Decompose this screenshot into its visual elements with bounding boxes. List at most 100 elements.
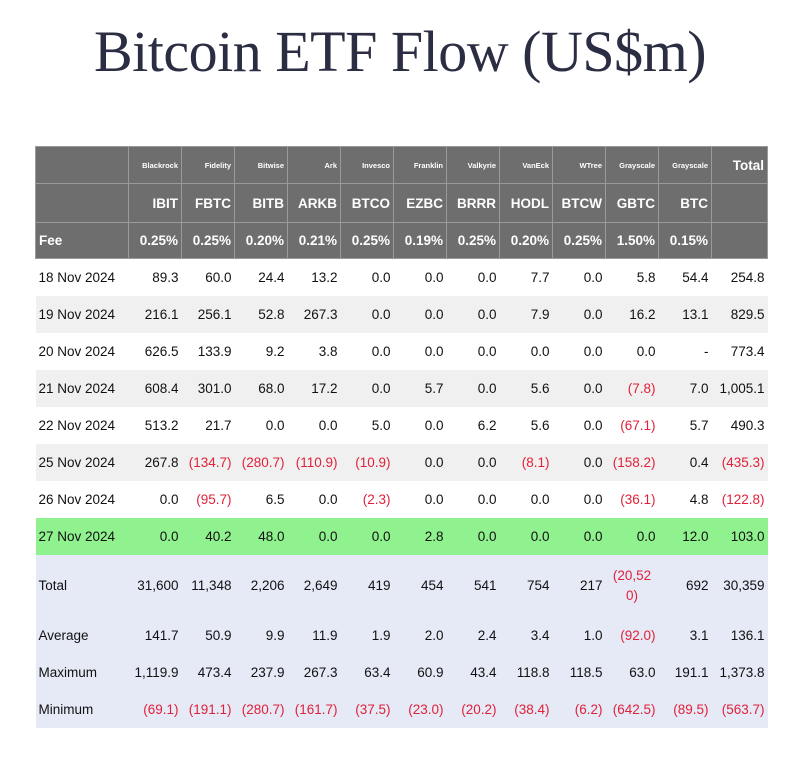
row-date: 21 Nov 2024 [35, 369, 129, 407]
flow-cell: 5.0 [340, 406, 394, 444]
summary-cell: (38.4) [499, 690, 553, 728]
header-corner [35, 183, 129, 223]
issuer-header: Fidelity [181, 146, 235, 184]
summary-cell: 3.1 [658, 616, 712, 654]
flow-cell: 13.2 [287, 258, 341, 296]
fee-cell: 0.25% [128, 222, 182, 259]
summary-row: Maximum 1,119.9 473.4 237.9 267.3 63.4 60.9 43.… [35, 653, 768, 691]
flow-cell: 256.1 [181, 295, 235, 333]
flow-cell: 0.0 [605, 517, 659, 555]
summary-cell: 31,600 [128, 554, 182, 617]
flow-cell: 0.0 [340, 517, 394, 555]
header-corner [35, 146, 129, 184]
fee-row: Fee 0.25% 0.25% 0.20% 0.21% 0.25% 0.19% 0.25% 0.… [35, 222, 768, 259]
flow-cell: 5.8 [605, 258, 659, 296]
table-row: 20 Nov 2024 626.5 133.9 9.2 3.8 0.0 0.0 0.0 0.0 0… [35, 332, 768, 370]
flow-cell: 1,005.1 [711, 369, 768, 407]
summary-cell: 473.4 [181, 653, 235, 691]
flow-cell: 0.0 [499, 517, 553, 555]
flow-cell: 0.0 [340, 258, 394, 296]
flow-cell: 68.0 [234, 369, 288, 407]
flow-cell: 0.0 [552, 406, 606, 444]
flow-cell: 0.0 [287, 406, 341, 444]
flow-cell: (67.1) [605, 406, 659, 444]
issuer-header: Invesco [340, 146, 394, 184]
ticker-header-row: IBIT FBTC BITB ARKB BTCO EZBC BRRR HODL BTCW GBTC… [35, 183, 768, 223]
flow-cell: 0.4 [658, 443, 712, 481]
flow-cell: 267.8 [128, 443, 182, 481]
etf-flow-table: Blackrock Fidelity Bitwise Ark Invesco Frankl… [35, 146, 768, 728]
table-row: 26 Nov 2024 0.0 (95.7) 6.5 0.0 (2.3) 0.0 0.0 0.0… [35, 480, 768, 518]
flow-cell: (95.7) [181, 480, 235, 518]
flow-cell: 608.4 [128, 369, 182, 407]
ticker-header: ARKB [287, 183, 341, 223]
flow-cell: 6.2 [446, 406, 500, 444]
flow-cell: 5.7 [658, 406, 712, 444]
flow-cell: 0.0 [446, 517, 500, 555]
issuer-header: Valkyrie [446, 146, 500, 184]
summary-label: Total [35, 554, 129, 617]
issuer-header: Grayscale [605, 146, 659, 184]
summary-cell: 11,348 [181, 554, 235, 617]
flow-cell: 103.0 [711, 517, 768, 555]
summary-cell: (89.5) [658, 690, 712, 728]
summary-cell: 541 [446, 554, 500, 617]
flow-cell: (8.1) [499, 443, 553, 481]
summary-cell: (6.2) [552, 690, 606, 728]
summary-cell: 60.9 [393, 653, 447, 691]
issuer-header: VanEck [499, 146, 553, 184]
flow-cell: (110.9) [287, 443, 341, 481]
flow-cell: 773.4 [711, 332, 768, 370]
fee-cell: 0.25% [340, 222, 394, 259]
table-row: 25 Nov 2024 267.8 (134.7) (280.7) (110.9) (10… [35, 443, 768, 481]
flow-cell: 0.0 [393, 406, 447, 444]
row-date: 22 Nov 2024 [35, 406, 129, 444]
summary-cell: 30,359 [711, 554, 768, 617]
summary-cell: 118.8 [499, 653, 553, 691]
fee-cell: 1.50% [605, 222, 659, 259]
summary-cell: (20,520) [605, 554, 659, 617]
flow-cell: 0.0 [552, 443, 606, 481]
issuer-header: Ark [287, 146, 341, 184]
fee-cell: 0.25% [552, 222, 606, 259]
flow-cell: 0.0 [552, 369, 606, 407]
summary-cell: 267.3 [287, 653, 341, 691]
flow-cell: 54.4 [658, 258, 712, 296]
flow-cell: 5.6 [499, 369, 553, 407]
flow-cell: 0.0 [499, 332, 553, 370]
flow-cell: 0.0 [446, 258, 500, 296]
issuer-header: WTree [552, 146, 606, 184]
ticker-header: EZBC [393, 183, 447, 223]
ticker-header: GBTC [605, 183, 659, 223]
flow-cell: 0.0 [552, 480, 606, 518]
flow-cell: 0.0 [234, 406, 288, 444]
flow-cell: 0.0 [446, 480, 500, 518]
summary-cell: 237.9 [234, 653, 288, 691]
table-row: 19 Nov 2024 216.1 256.1 52.8 267.3 0.0 0.0 0.0 7… [35, 295, 768, 333]
summary-cell: (280.7) [234, 690, 288, 728]
flow-cell: 0.0 [340, 295, 394, 333]
summary-cell: 118.5 [552, 653, 606, 691]
summary-cell: 2,206 [234, 554, 288, 617]
flow-cell: (435.3) [711, 443, 768, 481]
summary-cell: (92.0) [605, 616, 659, 654]
summary-cell: (20.2) [446, 690, 500, 728]
flow-cell: 5.7 [393, 369, 447, 407]
total-header: Total [711, 146, 768, 184]
table-row: 18 Nov 2024 89.3 60.0 24.4 13.2 0.0 0.0 0.0 7.7 0… [35, 258, 768, 296]
summary-cell: 2.0 [393, 616, 447, 654]
summary-cell: 1.9 [340, 616, 394, 654]
summary-cell: 9.9 [234, 616, 288, 654]
ticker-header: BRRR [446, 183, 500, 223]
flow-cell: 12.0 [658, 517, 712, 555]
summary-cell: 11.9 [287, 616, 341, 654]
ticker-header: BITB [234, 183, 288, 223]
table-row: 27 Nov 2024 0.0 40.2 48.0 0.0 0.0 2.8 0.0 0.0 0.0… [35, 517, 768, 555]
flow-cell: 9.2 [234, 332, 288, 370]
flow-cell: 0.0 [287, 480, 341, 518]
summary-cell: (642.5) [605, 690, 659, 728]
flow-cell: 0.0 [393, 295, 447, 333]
flow-cell: 7.9 [499, 295, 553, 333]
row-date: 25 Nov 2024 [35, 443, 129, 481]
flow-cell: 0.0 [128, 517, 182, 555]
